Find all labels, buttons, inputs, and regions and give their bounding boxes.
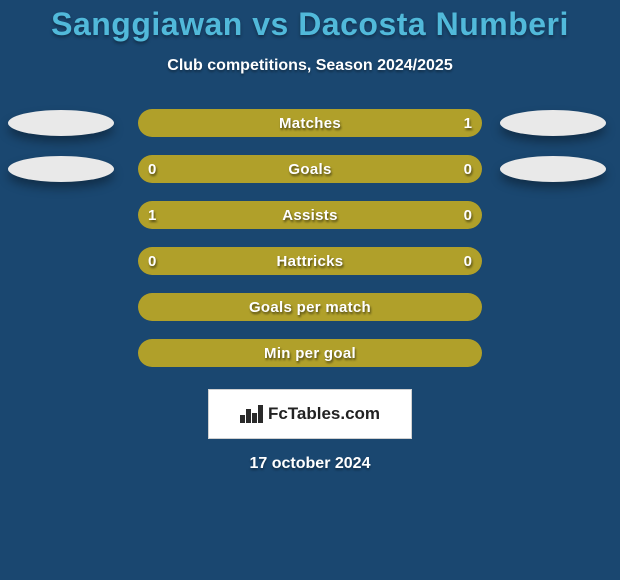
stat-value-left: 1 [148,201,156,229]
stat-label: Goals [138,155,482,183]
stat-value-left: 0 [148,247,156,275]
stat-bar: Hattricks0 0 [138,247,482,275]
stat-row: Goals per match [0,293,620,321]
stat-bar: Assists1 0 [138,201,482,229]
stat-value-right: 1 [464,109,472,137]
stat-row: Assists1 0 [0,201,620,229]
stat-bar: Goals0 0 [138,155,482,183]
player-photo-left [8,110,114,136]
player-photo-left [8,156,114,182]
stat-row: Goals0 0 [0,155,620,183]
stat-value-left: 0 [148,155,156,183]
stat-label: Hattricks [138,247,482,275]
brand-text: FcTables.com [268,404,380,424]
stat-bar: Goals per match [138,293,482,321]
stat-row: Min per goal [0,339,620,367]
stat-label: Assists [138,201,482,229]
brand-box[interactable]: FcTables.com [208,389,412,439]
bar-chart-icon [240,405,262,423]
comparison-card: Sanggiawan vs Dacosta Numberi Club compe… [0,0,620,580]
footer: FcTables.com 17 october 2024 [0,389,620,473]
subtitle: Club competitions, Season 2024/2025 [0,57,620,75]
date-text: 17 october 2024 [250,455,371,473]
stat-label: Min per goal [138,339,482,367]
stat-value-right: 0 [464,155,472,183]
stat-bar: Min per goal [138,339,482,367]
page-title: Sanggiawan vs Dacosta Numberi [0,6,620,43]
stat-row: Hattricks0 0 [0,247,620,275]
stat-value-right: 0 [464,201,472,229]
stat-label: Goals per match [138,293,482,321]
player-photo-right [500,110,606,136]
stats-rows: Matches1Goals00Assists10Hattricks00Goals… [0,109,620,367]
stat-label: Matches [138,109,482,137]
stat-row: Matches1 [0,109,620,137]
stat-value-right: 0 [464,247,472,275]
player-photo-right [500,156,606,182]
stat-bar: Matches1 [138,109,482,137]
